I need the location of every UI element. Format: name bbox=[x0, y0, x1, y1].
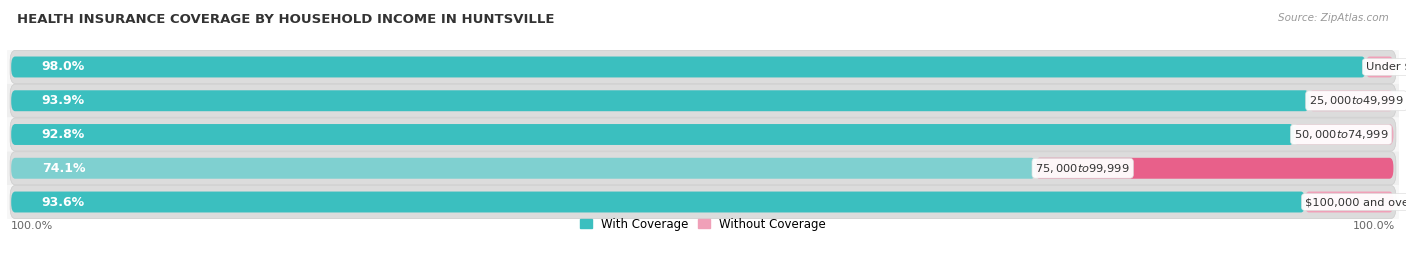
Text: 98.0%: 98.0% bbox=[42, 61, 86, 73]
Text: Under $25,000: Under $25,000 bbox=[1365, 62, 1406, 72]
Text: 93.9%: 93.9% bbox=[42, 94, 84, 107]
FancyBboxPatch shape bbox=[10, 118, 1396, 151]
Text: Source: ZipAtlas.com: Source: ZipAtlas.com bbox=[1278, 13, 1389, 23]
Text: 74.1%: 74.1% bbox=[42, 162, 86, 175]
FancyBboxPatch shape bbox=[7, 185, 1399, 219]
Text: $25,000 to $49,999: $25,000 to $49,999 bbox=[1309, 94, 1403, 107]
FancyBboxPatch shape bbox=[1294, 124, 1393, 145]
Text: 93.6%: 93.6% bbox=[42, 196, 84, 208]
FancyBboxPatch shape bbox=[11, 56, 1365, 77]
FancyBboxPatch shape bbox=[10, 152, 1396, 185]
FancyBboxPatch shape bbox=[11, 192, 1305, 213]
Text: $100,000 and over: $100,000 and over bbox=[1305, 197, 1406, 207]
FancyBboxPatch shape bbox=[11, 158, 1035, 179]
FancyBboxPatch shape bbox=[7, 50, 1399, 84]
Text: HEALTH INSURANCE COVERAGE BY HOUSEHOLD INCOME IN HUNTSVILLE: HEALTH INSURANCE COVERAGE BY HOUSEHOLD I… bbox=[17, 13, 554, 26]
Text: $75,000 to $99,999: $75,000 to $99,999 bbox=[1035, 162, 1130, 175]
FancyBboxPatch shape bbox=[11, 90, 1309, 111]
FancyBboxPatch shape bbox=[7, 84, 1399, 118]
FancyBboxPatch shape bbox=[1309, 90, 1393, 111]
FancyBboxPatch shape bbox=[1365, 56, 1393, 77]
FancyBboxPatch shape bbox=[1305, 192, 1393, 213]
FancyBboxPatch shape bbox=[7, 118, 1399, 151]
FancyBboxPatch shape bbox=[1035, 158, 1393, 179]
Text: 100.0%: 100.0% bbox=[1353, 221, 1395, 231]
Text: $50,000 to $74,999: $50,000 to $74,999 bbox=[1294, 128, 1388, 141]
FancyBboxPatch shape bbox=[11, 124, 1294, 145]
FancyBboxPatch shape bbox=[10, 185, 1396, 218]
FancyBboxPatch shape bbox=[10, 84, 1396, 117]
Text: 100.0%: 100.0% bbox=[11, 221, 53, 231]
Text: 92.8%: 92.8% bbox=[42, 128, 86, 141]
FancyBboxPatch shape bbox=[7, 151, 1399, 185]
FancyBboxPatch shape bbox=[10, 51, 1396, 84]
Legend: With Coverage, Without Coverage: With Coverage, Without Coverage bbox=[575, 213, 831, 235]
